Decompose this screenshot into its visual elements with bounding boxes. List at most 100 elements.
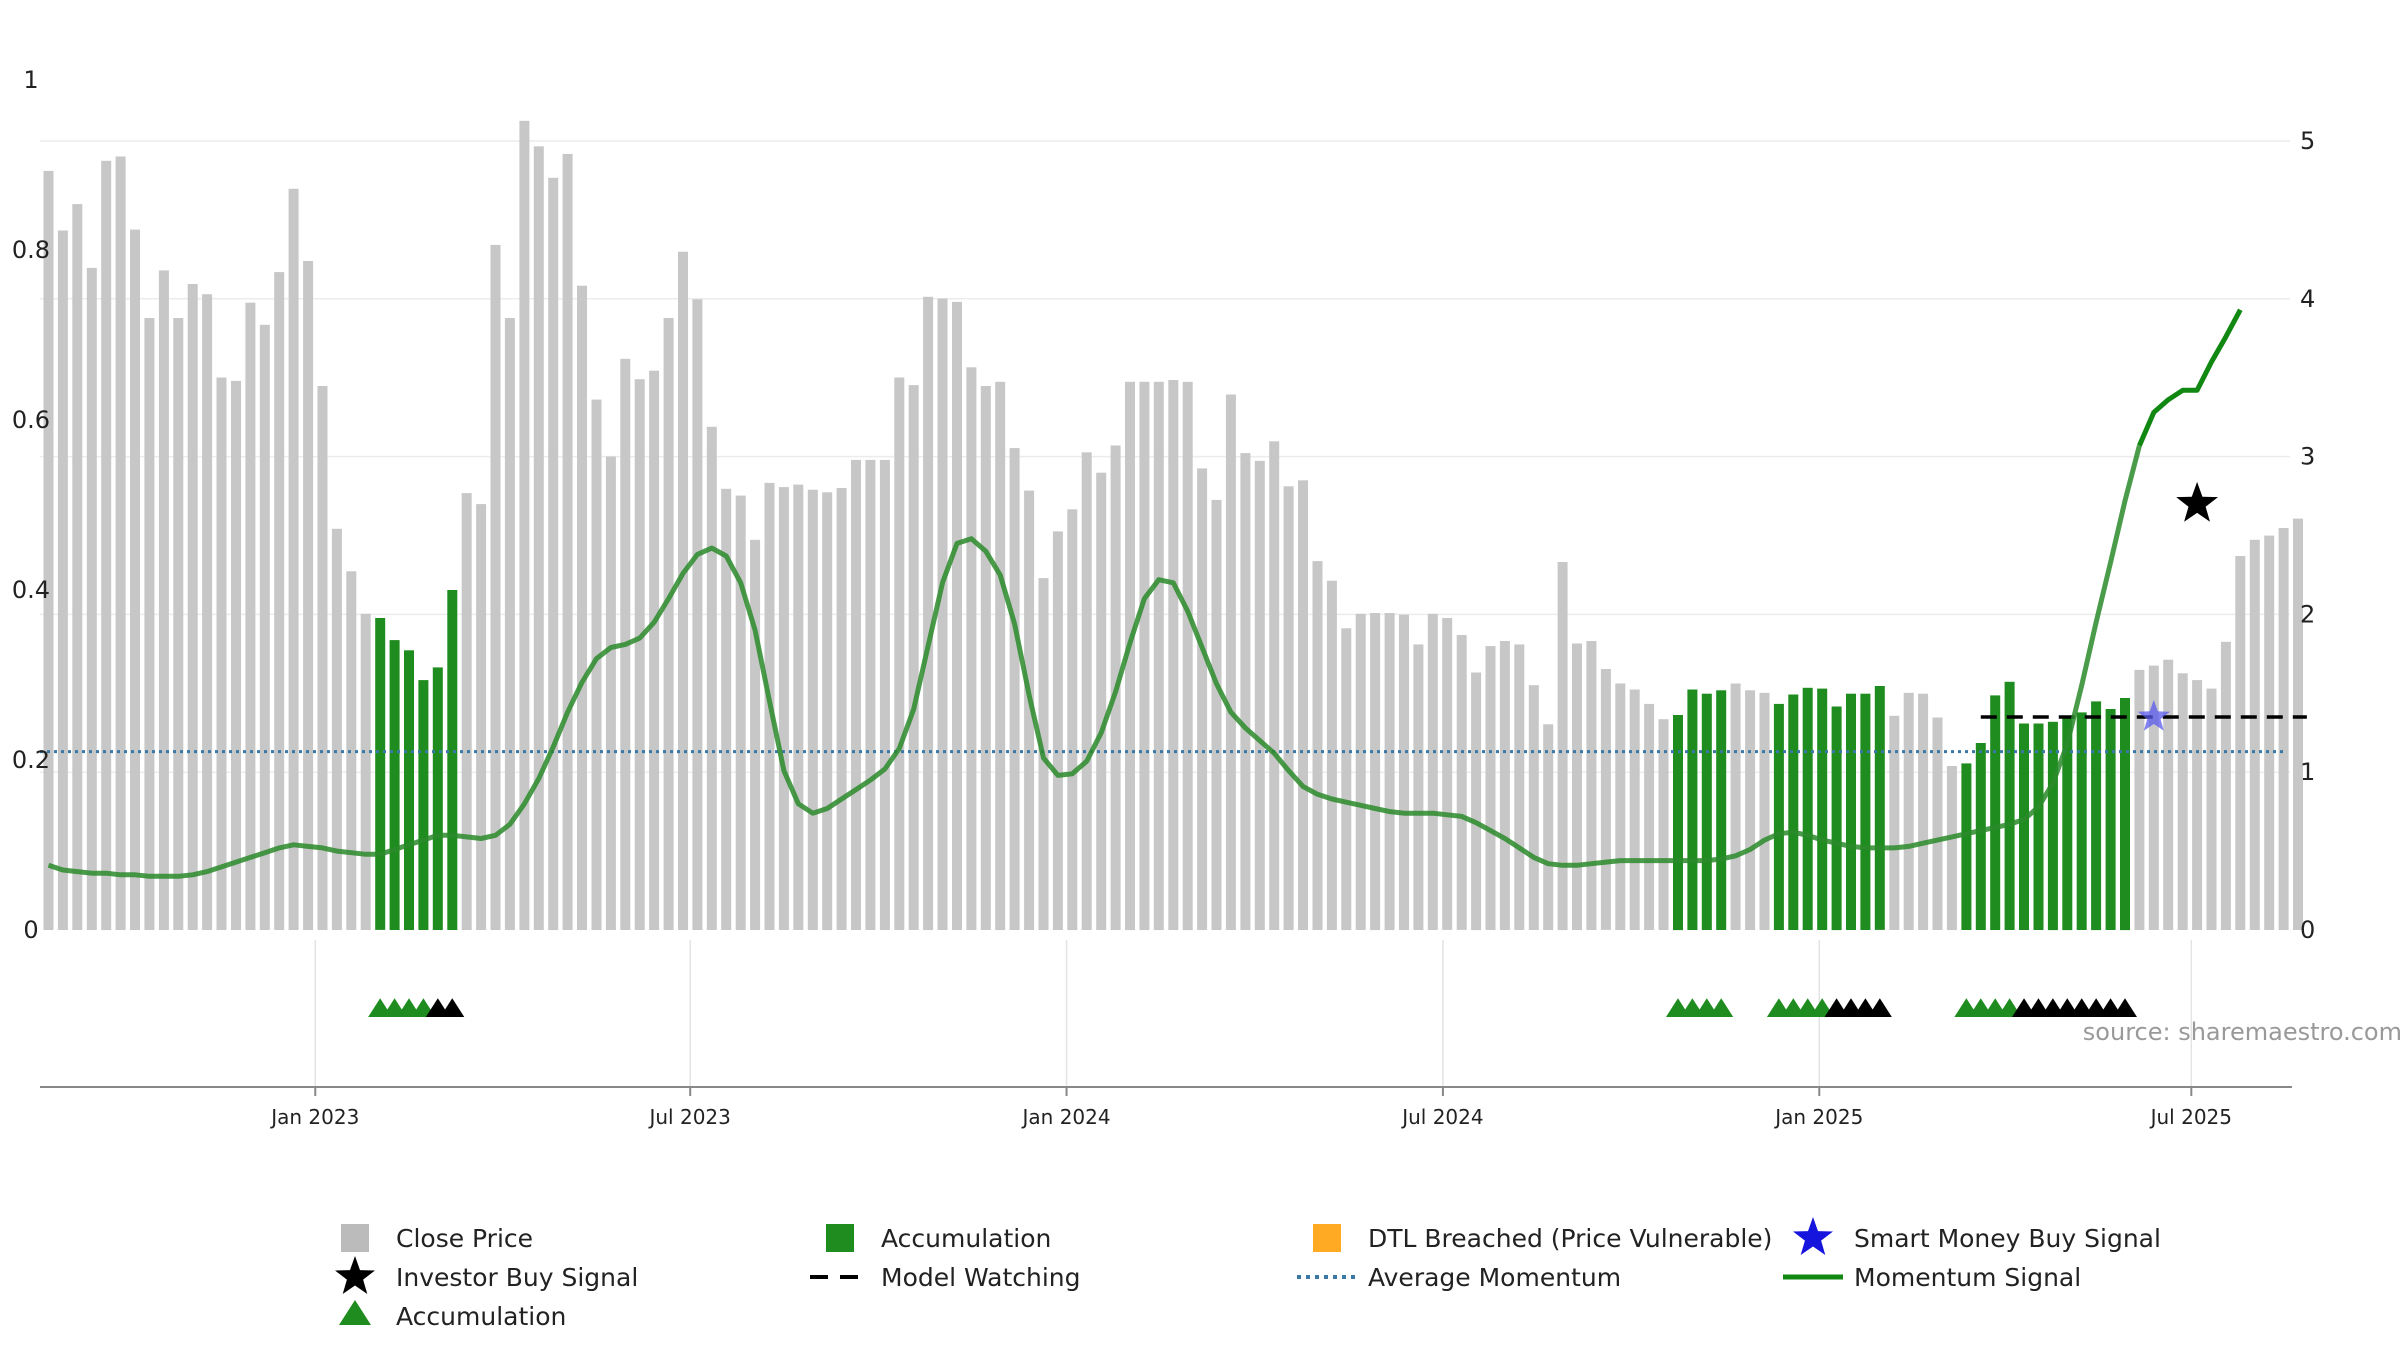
close-price-bar [1629, 689, 1640, 930]
close-price-bar [605, 456, 616, 930]
momentum-line-history [47, 444, 2142, 879]
close-price-bar [1197, 468, 1208, 930]
legend-item: Accumulation [826, 1224, 1051, 1253]
close-price-bar [966, 367, 977, 930]
close-price-bar [721, 488, 732, 930]
close-price-bar [735, 495, 746, 930]
legend-square-swatch [1313, 1224, 1341, 1252]
close-price-bar [187, 284, 198, 930]
close-price-bar [288, 188, 299, 931]
close-price-bar [908, 385, 919, 931]
close-price-bar [2249, 539, 2260, 930]
close-price-bar [1600, 669, 1611, 930]
close-price-bar [1586, 641, 1597, 930]
investor-buy-signal-marker [2176, 481, 2218, 522]
left-axis-tick-label: 0.2 [12, 746, 50, 774]
close-price-bar [1096, 472, 1107, 930]
legend-label: Close Price [396, 1224, 533, 1253]
legend-label: Accumulation [881, 1224, 1051, 1253]
close-price-bar [202, 294, 213, 930]
close-price-bar [476, 504, 487, 930]
close-price-bar [317, 386, 328, 930]
accumulation-bar [2105, 709, 2116, 930]
close-price-bar [1456, 635, 1467, 930]
close-price-bar [879, 459, 890, 930]
close-price-bar [158, 270, 169, 930]
axes: Jan 2023 Jul 2023 Jan 2024 Jul 2024 Jan 2025… [12, 66, 2315, 1129]
close-price-bar [1399, 614, 1409, 930]
momentum-lines [40, 308, 2307, 879]
gridlines [40, 140, 2290, 1086]
left-axis-tick-label: 1 [23, 66, 38, 94]
close-price-bar [1528, 685, 1539, 930]
legend-square-swatch [826, 1224, 854, 1252]
close-price-bar [1254, 460, 1265, 930]
legend-label: Smart Money Buy Signal [1854, 1224, 2161, 1253]
right-axis-tick-label: 4 [2300, 285, 2315, 313]
legend-star-swatch [1793, 1217, 1833, 1255]
close-price-bar [793, 484, 804, 930]
close-price-bar [865, 459, 876, 930]
close-price-bar [1125, 381, 1135, 931]
close-price-bar [1572, 643, 1582, 930]
close-price-bar [1730, 683, 1741, 930]
legend: Close Price Accumulation DTL Breached (Pri… [335, 1217, 2161, 1331]
close-price-bar [519, 120, 530, 931]
left-axis-tick-label: 0.8 [12, 236, 50, 264]
close-price-bar [331, 528, 342, 930]
close-price-bar [778, 487, 789, 930]
accumulation-bar [1961, 763, 1972, 930]
close-price-bar [303, 261, 314, 930]
close-price-bar [2293, 518, 2303, 930]
accumulation-bar [1817, 688, 1828, 930]
close-price-bar [1370, 613, 1381, 931]
signal-markers [368, 481, 2218, 1017]
close-price-bar [1918, 693, 1929, 930]
accumulation-triangle-marker [1709, 998, 1734, 1017]
close-price-bars [43, 120, 2303, 931]
close-price-bar [952, 301, 962, 930]
close-price-bar [1932, 717, 1943, 930]
right-axis-tick-label: 3 [2300, 443, 2315, 471]
accumulation-bar [1831, 706, 1842, 931]
x-tick-label: Jan 2024 [1021, 1105, 1111, 1129]
accumulation-bar [375, 618, 386, 930]
x-tick-label: Jan 2025 [1773, 1105, 1863, 1129]
black-triangle-marker [440, 998, 465, 1017]
close-price-bar [461, 493, 472, 930]
accumulation-bar [2120, 698, 2130, 931]
legend-item: Accumulation [339, 1300, 566, 1331]
smart-money-buy-signal-marker [2137, 700, 2170, 731]
source-label: source: sharemaestro.com [2083, 1018, 2400, 1046]
close-price-bar [130, 229, 140, 931]
close-price-bar [692, 299, 703, 930]
close-price-bar [1499, 641, 1510, 930]
accumulation-bar [1673, 715, 1683, 931]
close-price-bar [231, 380, 241, 930]
accumulation-bar [389, 640, 400, 930]
close-price-bar [1225, 394, 1236, 930]
close-price-bar [2134, 669, 2145, 930]
accumulation-bar [418, 680, 429, 930]
accumulation-bar [2033, 723, 2044, 930]
close-price-bar [173, 318, 184, 930]
black-triangle-marker [2112, 998, 2137, 1017]
accumulation-bar [1846, 693, 1856, 930]
accumulation-bar [2062, 718, 2073, 931]
right-axis-tick-label: 0 [2300, 916, 2315, 944]
close-price-bar [216, 377, 227, 930]
x-tick-label: Jul 2024 [1400, 1105, 1483, 1129]
close-price-bar [72, 204, 83, 931]
close-price-bar [894, 377, 905, 930]
close-price-bar [980, 386, 991, 930]
close-price-bar [2235, 556, 2246, 930]
accumulation-bar [2004, 681, 2015, 930]
close-price-bar [86, 267, 97, 930]
accumulation-bar [1802, 687, 1813, 930]
legend-label: Accumulation [396, 1302, 566, 1331]
accumulation-bar [1975, 743, 1986, 930]
close-price-bar [1269, 441, 1280, 930]
close-price-bar [1211, 499, 1222, 930]
close-price-bar [1413, 644, 1424, 930]
